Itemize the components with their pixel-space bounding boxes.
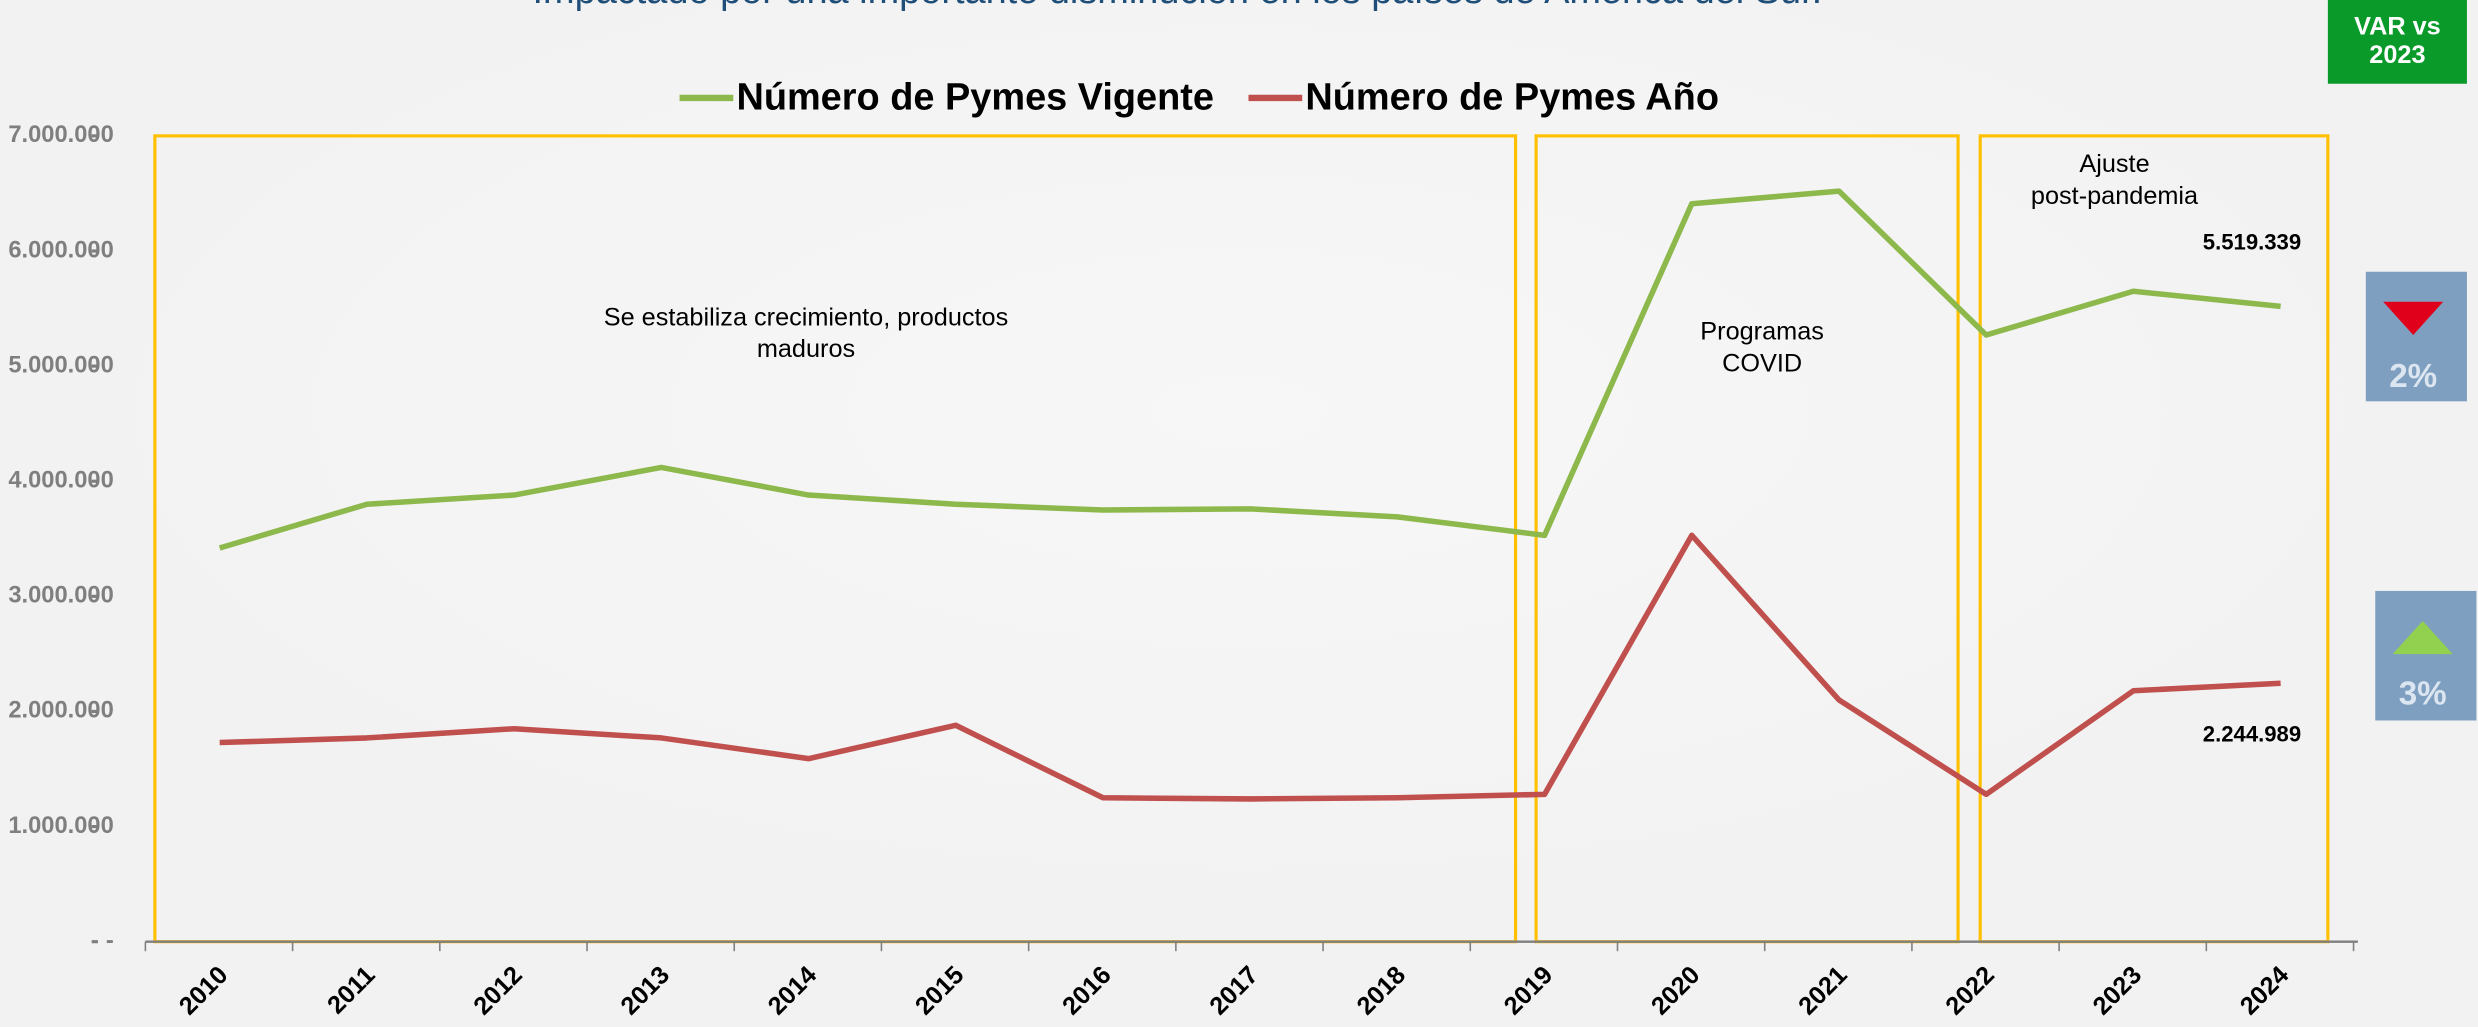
data-label: 5.519.339 (2203, 229, 2301, 254)
series-line (218, 188, 2281, 551)
var-title: VAR vs 2023 (2354, 13, 2441, 69)
var-value: 3% (2399, 676, 2447, 713)
subtitle: Impactado por una importante disminución… (533, 0, 1823, 12)
annotation: Se estabiliza crecimiento, productos madu… (604, 303, 1008, 363)
data-label: 2.244.989 (2203, 722, 2301, 747)
series-line (219, 532, 2281, 802)
var-title-line: VAR vs (2354, 13, 2441, 41)
var-badge (2365, 271, 2467, 402)
legend-label: Número de Pymes Vigente (736, 77, 1214, 119)
annotation-line: COVID (1722, 349, 1802, 377)
var-badge (2375, 590, 2477, 721)
annotation: Programas COVID (1700, 318, 1824, 378)
var-value: 2% (2389, 358, 2437, 395)
annotation-line: post-pandemia (2031, 182, 2199, 210)
up-arrow (2392, 620, 2453, 655)
annotation-line: Programas (1700, 318, 1824, 346)
annotation-line: Ajuste (2079, 150, 2149, 178)
var-header (2327, 0, 2467, 84)
y-tick-label: - (106, 928, 114, 954)
down-arrow (2383, 301, 2444, 335)
var-title-line: 2023 (2369, 41, 2425, 69)
annotation-line: maduros (757, 335, 855, 363)
legend-label: Número de Pymes Año (1305, 77, 1719, 119)
annotation-line: Se estabiliza crecimiento, productos (604, 303, 1008, 331)
annotation: Ajuste post-pandemia (2031, 150, 2199, 210)
